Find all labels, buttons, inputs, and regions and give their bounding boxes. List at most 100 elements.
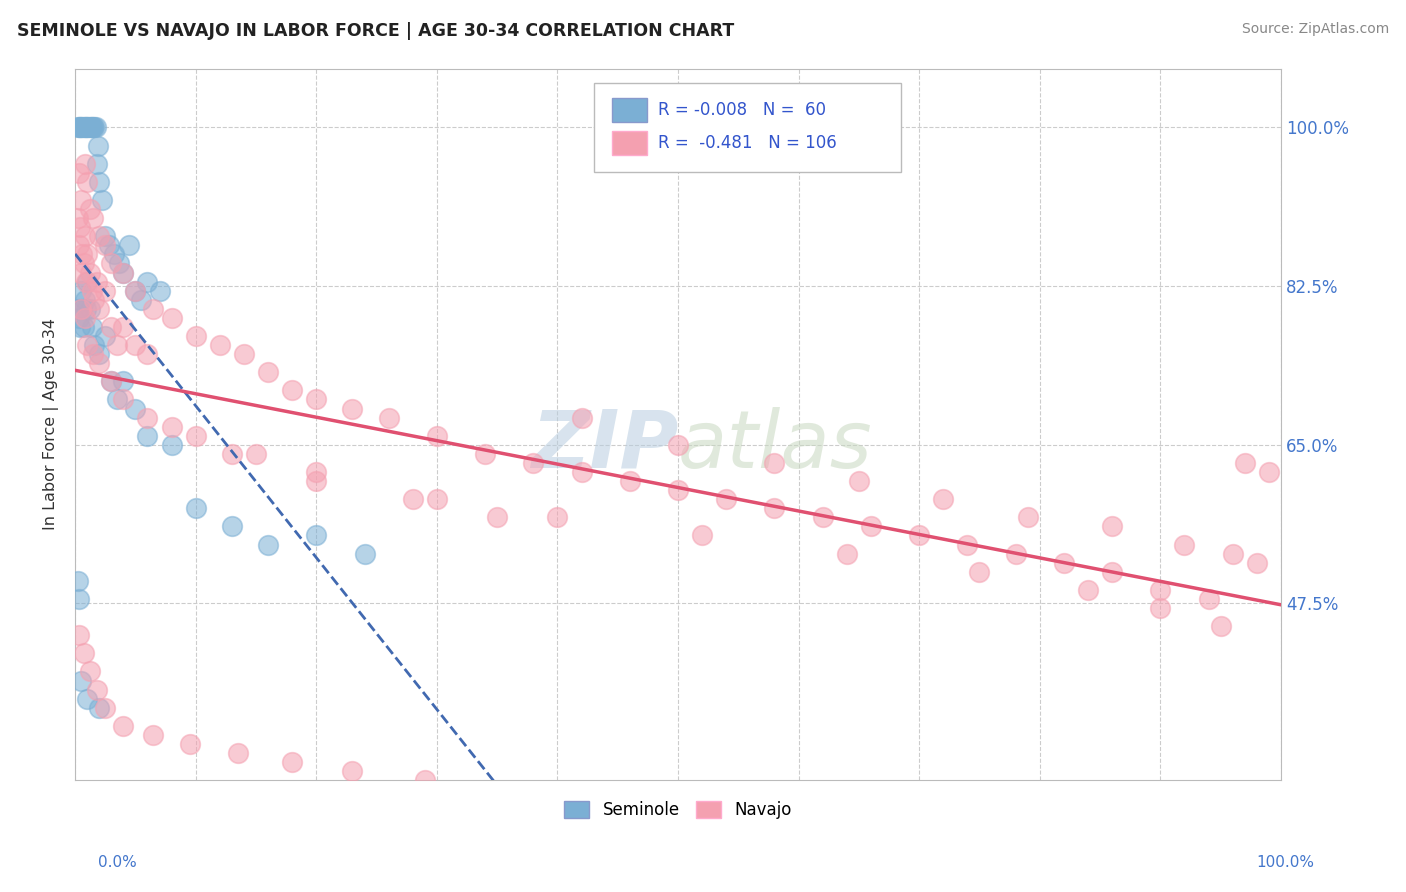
Point (72, 301, 94, 316)
FancyBboxPatch shape (612, 131, 647, 155)
Point (546, 510, 568, 524)
Legend: Seminole, Navajo: Seminole, Navajo (557, 794, 799, 825)
Point (67, 120, 90, 135)
Point (87, 138, 110, 153)
Point (1149, 601, 1171, 615)
Point (67, 166, 90, 180)
Point (86, 682, 108, 697)
Point (86, 275, 108, 289)
Point (136, 275, 159, 289)
Point (1149, 582, 1171, 597)
Point (77, 120, 100, 135)
Point (1101, 519, 1123, 533)
Point (184, 429, 207, 443)
Point (811, 510, 834, 524)
Point (932, 492, 955, 507)
Point (72, 120, 94, 135)
Point (1077, 582, 1099, 597)
Point (70, 120, 93, 135)
Point (257, 537, 280, 551)
Point (75, 120, 97, 135)
Point (112, 392, 135, 407)
Point (72, 646, 94, 660)
Point (131, 293, 153, 307)
Point (184, 329, 207, 343)
Point (76, 338, 98, 352)
Point (66, 120, 89, 135)
Point (486, 510, 509, 524)
Point (82, 347, 104, 361)
Point (79, 301, 101, 316)
Point (72, 247, 94, 261)
Point (76, 247, 98, 261)
Point (84, 120, 107, 135)
Point (94, 229, 117, 244)
Point (1004, 547, 1026, 561)
Point (305, 528, 328, 542)
Point (73, 310, 96, 325)
Point (89, 229, 111, 244)
Point (75, 275, 97, 289)
Point (89, 175, 111, 189)
Point (1233, 456, 1256, 470)
Point (112, 266, 135, 280)
Point (75, 301, 97, 316)
Point (83, 293, 105, 307)
Point (136, 347, 159, 361)
Point (103, 247, 125, 261)
Point (342, 764, 364, 779)
Point (377, 410, 399, 425)
Point (70, 266, 93, 280)
Point (83, 338, 105, 352)
Point (1246, 556, 1268, 570)
FancyBboxPatch shape (612, 98, 647, 122)
Point (83, 120, 105, 135)
Point (112, 375, 135, 389)
Point (79, 266, 101, 280)
Point (221, 519, 243, 533)
Point (571, 465, 593, 479)
Point (142, 728, 165, 742)
Point (73, 229, 96, 244)
Point (281, 755, 304, 769)
Text: SEMINOLE VS NAVAJO IN LABOR FORCE | AGE 30-34 CORRELATION CHART: SEMINOLE VS NAVAJO IN LABOR FORCE | AGE … (17, 22, 734, 40)
Point (281, 384, 304, 398)
Point (305, 465, 328, 479)
Point (716, 492, 738, 507)
Point (1222, 547, 1244, 561)
Point (1257, 465, 1279, 479)
Point (305, 392, 328, 407)
Point (112, 266, 135, 280)
Point (100, 256, 122, 270)
Point (1101, 565, 1123, 579)
Point (72, 320, 94, 334)
Point (94, 700, 117, 714)
Point (94, 238, 117, 252)
Point (848, 474, 870, 488)
Point (69, 120, 91, 135)
Point (1198, 591, 1220, 606)
Point (79, 202, 101, 216)
Point (66, 574, 89, 588)
Point (413, 773, 436, 788)
Point (70, 193, 93, 207)
Point (76, 691, 98, 706)
Point (73, 120, 96, 135)
Text: ZIP: ZIP (530, 407, 678, 484)
Point (67, 238, 90, 252)
Point (835, 547, 858, 561)
Point (112, 320, 135, 334)
Point (76, 120, 98, 135)
Point (1173, 537, 1195, 551)
Point (245, 447, 267, 461)
Point (353, 547, 375, 561)
Point (89, 700, 111, 714)
Y-axis label: In Labor Force | Age 30-34: In Labor Force | Age 30-34 (44, 318, 59, 531)
Point (124, 401, 146, 416)
Point (80, 120, 103, 135)
Point (72, 256, 94, 270)
Point (94, 284, 117, 298)
Point (100, 375, 122, 389)
Point (305, 474, 328, 488)
Point (208, 338, 231, 352)
